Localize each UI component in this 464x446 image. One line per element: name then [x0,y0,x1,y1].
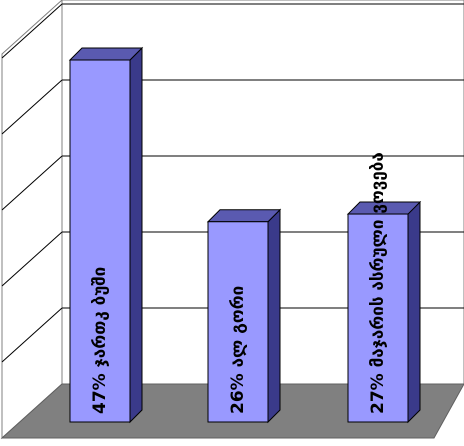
bar-front [207,221,269,423]
gridline-side [1,231,63,287]
gridline-side [1,3,63,59]
bar-front [347,213,409,423]
gridline-side [1,155,63,211]
chart-bars: 47% ჯართკ ბუში 26% ალ გორი 27% მაჯარის ასრ… [68,46,422,424]
bar-front [69,59,131,423]
side-wall [1,0,63,440]
bar-top [206,209,282,223]
bar-top [68,47,144,61]
bar-side [129,46,143,424]
bar-label: 26% ალ გორი [228,286,248,414]
bar: 27% მაჯარის ასრული ვოვება [346,152,422,424]
bar-side [267,208,281,424]
gridline-side [1,307,63,363]
bar: 26% ალ გორი [206,208,282,424]
bar-side [407,200,421,424]
bar: 47% ჯართკ ბუში [68,46,144,424]
bar-label: 27% მაჯარის ასრული ვოვება [368,152,388,414]
bar-label: 47% ჯართკ ბუში [90,267,110,414]
gridline-side [1,79,63,135]
